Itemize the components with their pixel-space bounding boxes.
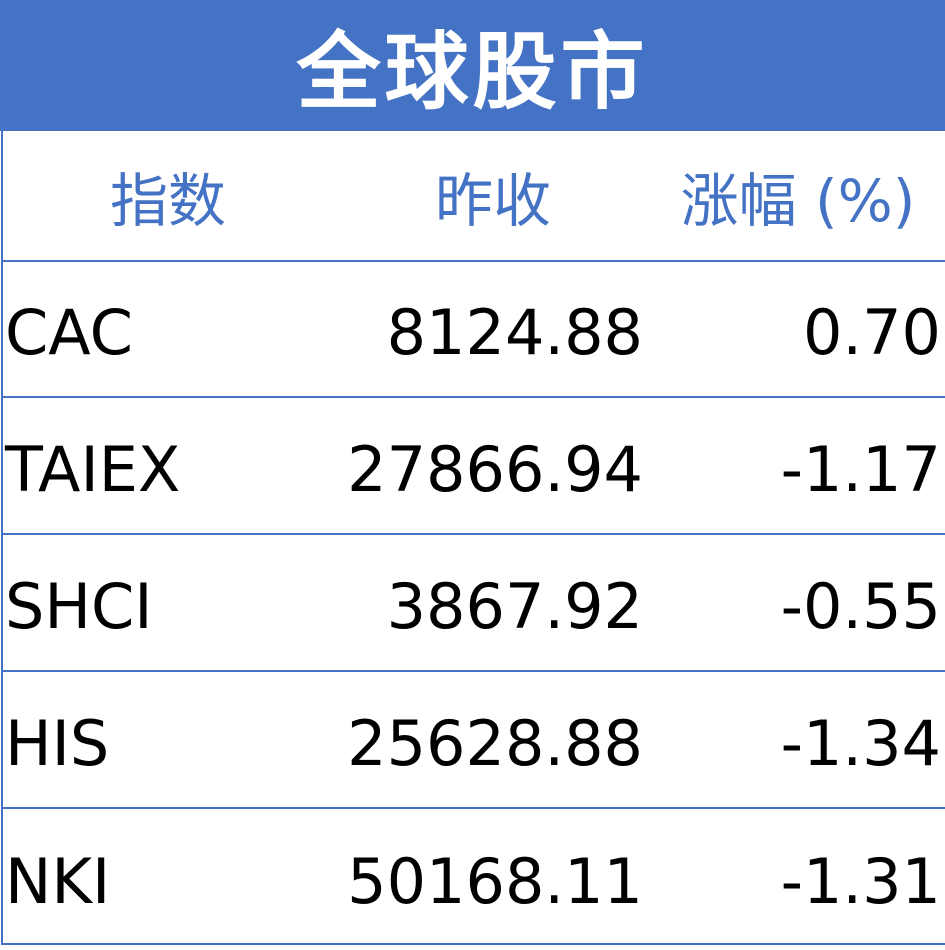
column-header-index: 指数 — [109, 166, 226, 235]
column-header-change: 涨幅 (%) — [680, 166, 916, 235]
table-header: 指数 昨收 涨幅 (%) — [3, 131, 945, 262]
table-row: HIS 25628.88 -1.34 — [3, 672, 945, 809]
change-value: -0.55 — [780, 570, 941, 643]
stock-table: 指数 昨收 涨幅 (%) CAC 8124.88 0.70 TAIEX 27866.94… — [1, 131, 945, 945]
index-name: TAIEX — [5, 433, 181, 506]
change-value: -1.31 — [780, 845, 941, 918]
change-value: -1.34 — [780, 707, 941, 780]
table-row: SHCI 3867.92 -0.55 — [3, 535, 945, 672]
close-value: 50168.11 — [347, 845, 643, 918]
close-value: 25628.88 — [347, 707, 643, 780]
index-name: SHCI — [5, 570, 153, 643]
close-value: 3867.92 — [386, 570, 643, 643]
table-row: CAC 8124.88 0.70 — [3, 261, 945, 398]
change-value: -1.17 — [780, 433, 941, 506]
index-name: HIS — [5, 707, 110, 780]
close-value: 8124.88 — [386, 296, 643, 369]
page-title: 全球股市 — [0, 0, 945, 131]
table-row: TAIEX 27866.94 -1.17 — [3, 398, 945, 535]
column-header-close: 昨收 — [434, 166, 551, 235]
change-value: 0.70 — [802, 296, 941, 369]
close-value: 27866.94 — [347, 433, 643, 506]
table-row: NKI 50168.11 -1.31 — [3, 809, 945, 946]
index-name: CAC — [5, 296, 133, 369]
index-name: NKI — [5, 845, 111, 918]
